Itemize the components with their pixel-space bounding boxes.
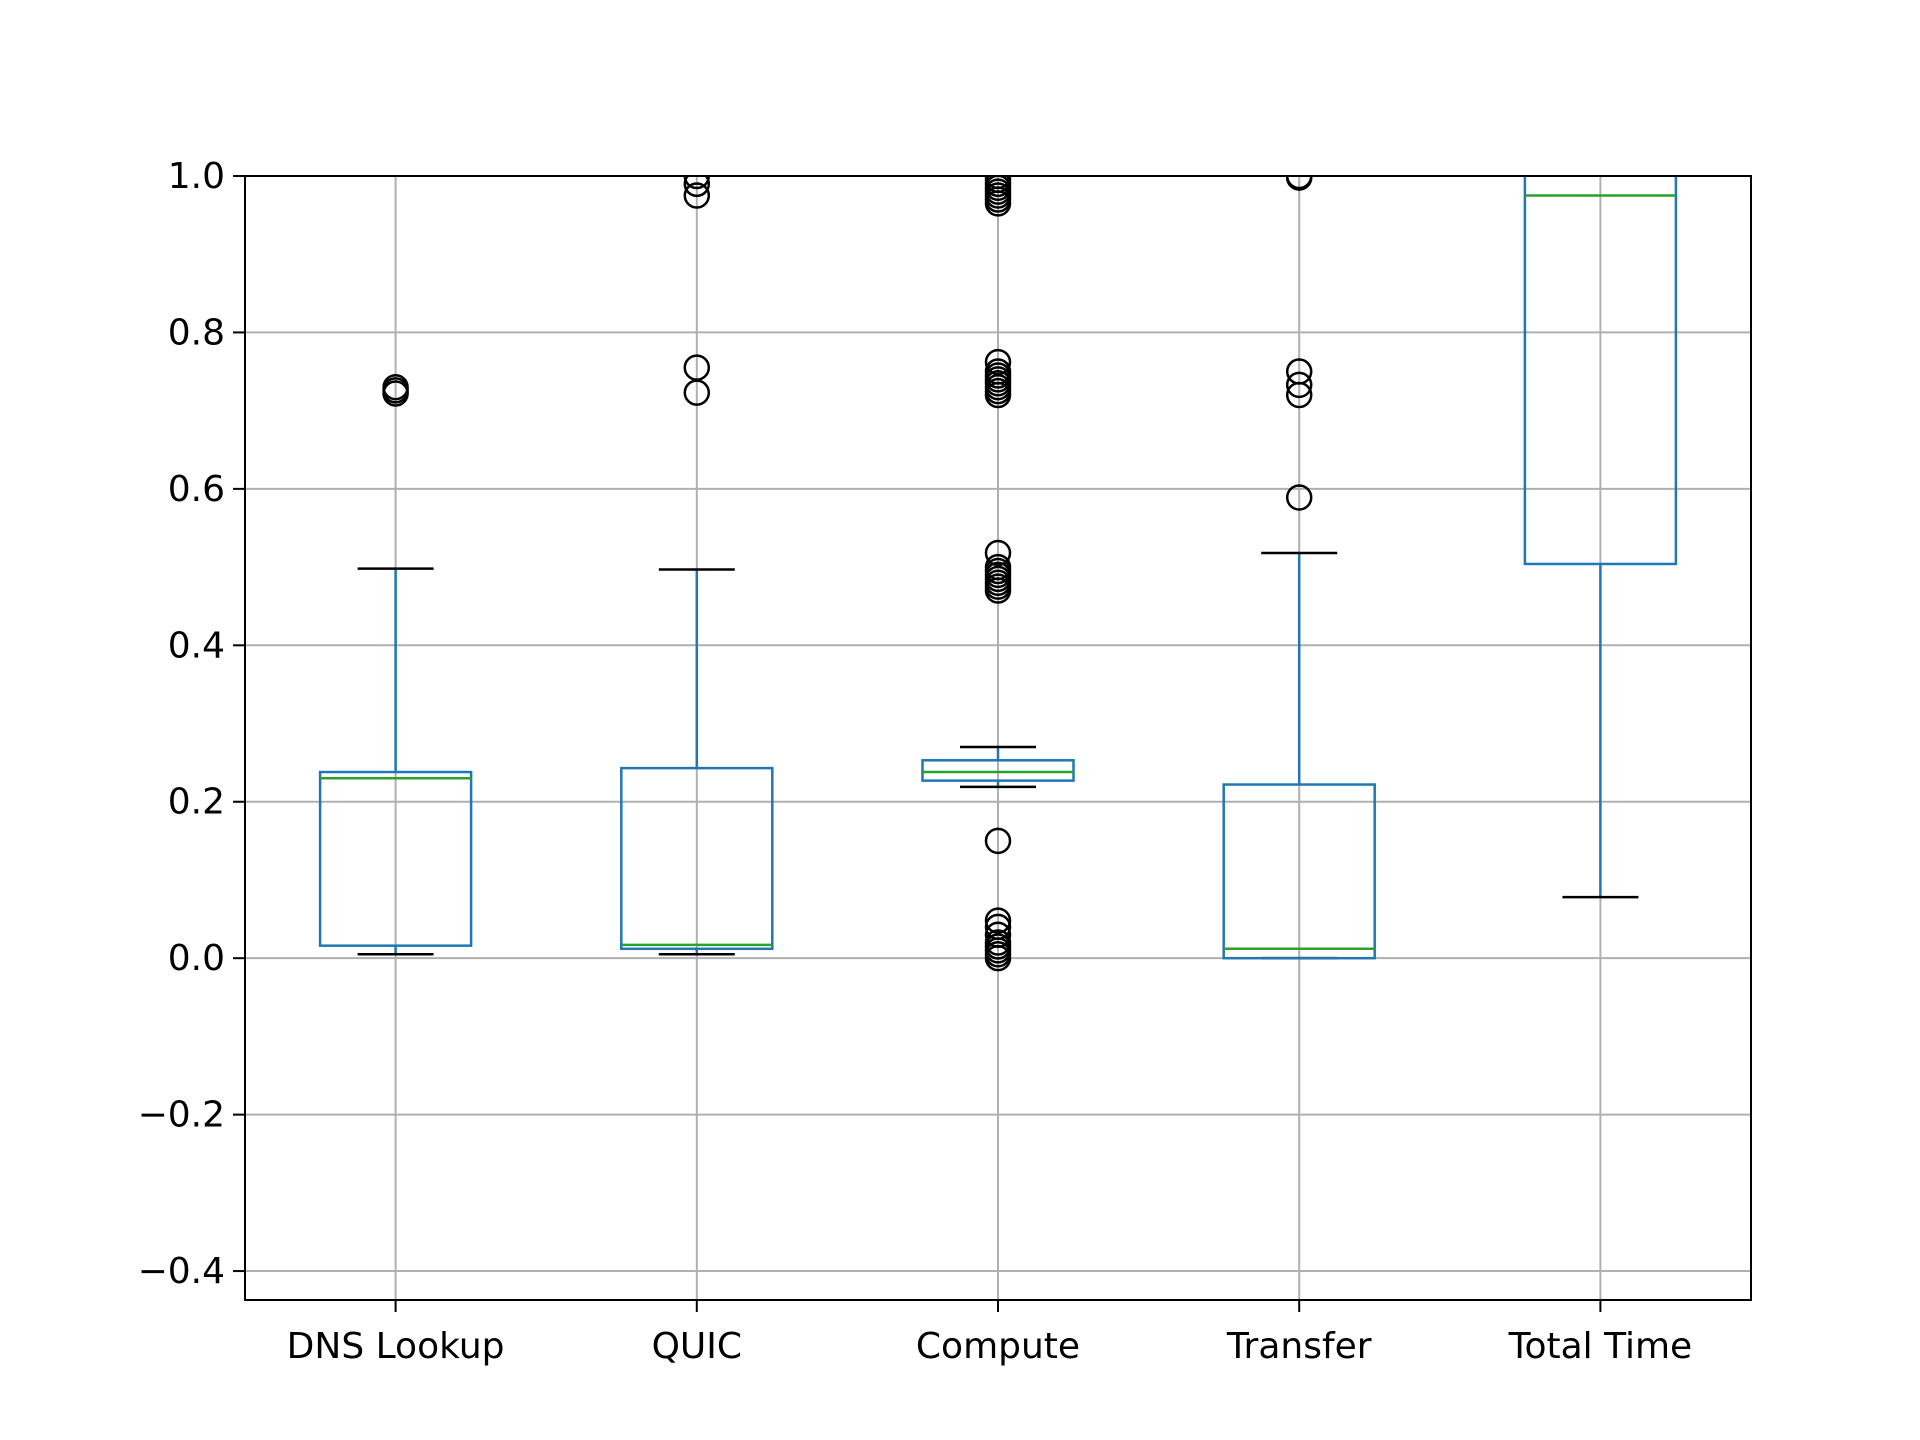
outlier-point	[984, 929, 1012, 956]
outlier-point	[1285, 484, 1313, 511]
outlier-point	[683, 176, 711, 190]
outlier-point	[1285, 371, 1313, 399]
outlier-point	[1285, 176, 1313, 190]
x-tick-label: Total Time	[1508, 1326, 1693, 1367]
outlier-point	[683, 176, 711, 198]
outlier-point	[683, 182, 711, 209]
box-iqr	[921, 759, 1075, 782]
outlier-point	[382, 373, 409, 401]
y-tick-label: 0.4	[168, 625, 225, 666]
outlier-point	[984, 913, 1012, 941]
box-iqr	[1523, 176, 1678, 566]
y-tick-label: −0.2	[138, 1095, 225, 1136]
box-group	[318, 373, 473, 956]
box-group	[1523, 176, 1678, 899]
y-tick-label: 0.6	[168, 469, 225, 510]
box-iqr	[318, 770, 473, 947]
data-layer	[318, 176, 1678, 972]
outlier-point	[1285, 358, 1313, 385]
x-tick-label: Compute	[916, 1326, 1080, 1367]
outlier-point	[984, 358, 1012, 385]
outlier-point	[683, 354, 711, 381]
y-tick-label: 0.2	[168, 782, 225, 823]
outlier-point	[984, 827, 1012, 855]
box-iqr	[1222, 783, 1376, 960]
y-tick-label: 1.0	[168, 156, 225, 197]
x-tick-label: QUIC	[652, 1326, 742, 1367]
x-tick-label: DNS Lookup	[287, 1326, 505, 1367]
outlier-point	[984, 539, 1012, 567]
outlier-point	[984, 921, 1012, 948]
y-tick-label: −0.4	[138, 1251, 225, 1292]
outlier-point	[984, 176, 1012, 190]
y-tick-label: 0.0	[168, 938, 225, 979]
box-group	[921, 176, 1075, 972]
y-tick-label: 0.8	[168, 312, 225, 353]
box-group	[620, 176, 774, 956]
outlier-point	[984, 348, 1012, 376]
box-iqr	[620, 766, 774, 951]
x-tick-label: Transfer	[1226, 1326, 1372, 1367]
outlier-point	[984, 907, 1012, 934]
axes: −0.4 −0.2 0.0 0.2 0.4 0.6 0.8 1.0 DNS Lookup QUIC…	[138, 156, 1693, 1367]
box-group	[1222, 176, 1376, 960]
outlier-point	[984, 553, 1012, 581]
